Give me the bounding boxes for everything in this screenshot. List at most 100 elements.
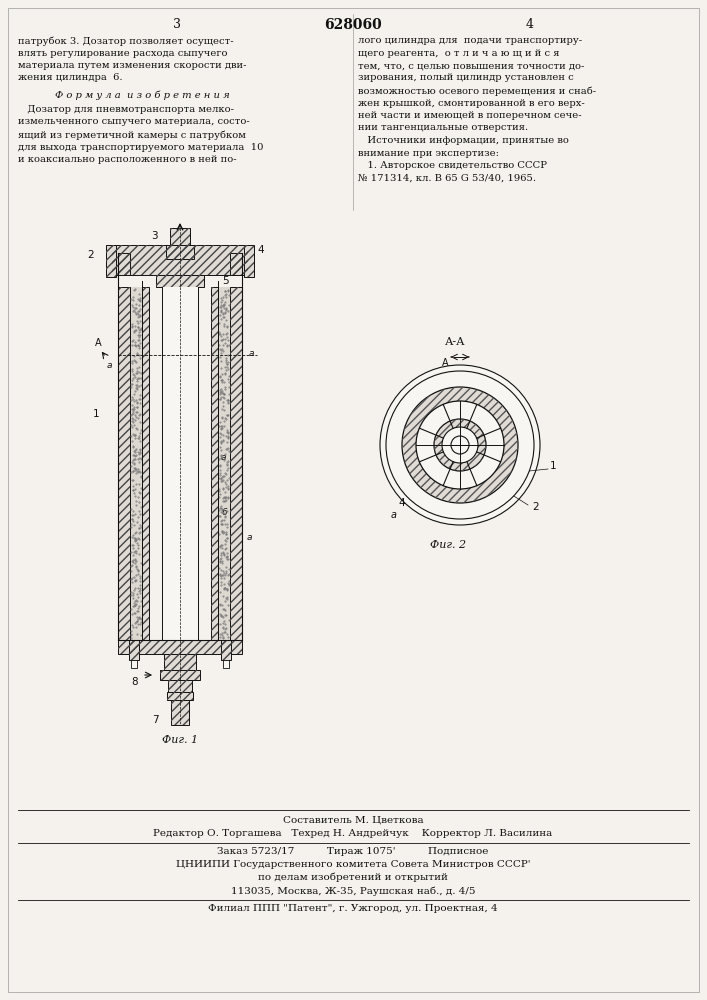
Text: a: a	[247, 533, 252, 542]
Text: 3: 3	[173, 18, 181, 31]
Bar	[218, 287, 230, 640]
Text: по делам изобретений и открытий: по делам изобретений и открытий	[258, 873, 448, 882]
Bar	[156, 275, 204, 287]
Text: измельченного сыпучего материала, состо-: измельченного сыпучего материала, состо-	[18, 117, 250, 126]
Text: Фиг. 1: Фиг. 1	[162, 735, 198, 745]
Text: жения цилиндра  6.: жения цилиндра 6.	[18, 74, 122, 83]
Bar	[168, 680, 192, 692]
Text: 4: 4	[257, 245, 264, 255]
Bar	[230, 253, 242, 275]
Text: 5: 5	[462, 492, 468, 502]
Bar	[129, 640, 139, 660]
Bar	[211, 287, 218, 640]
Text: 2: 2	[88, 250, 94, 260]
Circle shape	[386, 371, 534, 519]
Text: 2: 2	[532, 502, 539, 512]
Bar	[112, 245, 248, 275]
Text: 1: 1	[93, 409, 99, 419]
Text: Фиг. 2: Фиг. 2	[430, 540, 466, 550]
Bar	[130, 287, 142, 640]
Text: патрубок 3. Дозатор позволяет осущест-: патрубок 3. Дозатор позволяет осущест-	[18, 36, 233, 45]
Text: ней части и имеющей в поперечном сече-: ней части и имеющей в поперечном сече-	[358, 111, 582, 120]
Text: Источники информации, принятые во: Источники информации, принятые во	[358, 136, 569, 145]
Bar	[230, 253, 242, 275]
Bar	[221, 640, 231, 660]
Text: a: a	[106, 361, 112, 370]
Bar	[106, 245, 116, 277]
Circle shape	[380, 365, 540, 525]
Text: для выхода транспортируемого материала  10: для выхода транспортируемого материала 1…	[18, 142, 264, 151]
Bar	[129, 640, 139, 660]
Bar	[170, 228, 190, 248]
Text: 113035, Москва, Ж-35, Раушская наб., д. 4/5: 113035, Москва, Ж-35, Раушская наб., д. …	[230, 886, 475, 896]
Bar	[164, 654, 196, 670]
Bar	[244, 245, 254, 277]
Bar	[162, 287, 198, 640]
Text: 5: 5	[222, 276, 228, 286]
Text: А: А	[442, 358, 448, 368]
Bar	[118, 253, 130, 275]
Text: А-А: А-А	[445, 337, 465, 347]
Bar	[106, 245, 116, 277]
Bar	[171, 700, 189, 725]
Text: 1. Авторское свидетельство СССР: 1. Авторское свидетельство СССР	[358, 161, 547, 170]
Text: a: a	[391, 510, 397, 520]
Bar	[170, 228, 190, 248]
Bar	[230, 287, 242, 640]
Bar	[118, 640, 242, 654]
Text: Составитель М. Цветкова: Составитель М. Цветкова	[283, 816, 423, 825]
Bar	[223, 660, 229, 668]
Bar	[131, 660, 137, 668]
Bar	[118, 287, 130, 640]
Text: внимание при экспертизе:: внимание при экспертизе:	[358, 148, 499, 157]
Circle shape	[451, 436, 469, 454]
Text: возможностью осевого перемещения и снаб-: возможностью осевого перемещения и снаб-	[358, 86, 596, 96]
Bar	[167, 692, 193, 700]
Bar	[221, 640, 231, 660]
Bar	[112, 245, 248, 275]
Bar	[118, 287, 130, 640]
Circle shape	[402, 387, 518, 503]
Text: 4: 4	[526, 18, 534, 31]
Text: 628060: 628060	[324, 18, 382, 32]
Text: А: А	[95, 338, 101, 348]
Bar	[118, 640, 242, 654]
Text: тем, что, с целью повышения точности до-: тем, что, с целью повышения точности до-	[358, 61, 585, 70]
Text: ЦНИИПИ Государственного комитета Совета Министров СССР': ЦНИИПИ Государственного комитета Совета …	[176, 860, 530, 869]
Bar	[166, 245, 194, 259]
Bar	[142, 287, 149, 640]
Bar	[230, 287, 242, 640]
Text: a: a	[221, 453, 226, 462]
Text: 6: 6	[221, 508, 227, 517]
Text: материала путем изменения скорости дви-: материала путем изменения скорости дви-	[18, 61, 247, 70]
Text: и коаксиально расположенного в ней по-: и коаксиально расположенного в ней по-	[18, 155, 237, 164]
Text: жен крышкой, смонтированной в его верх-: жен крышкой, смонтированной в его верх-	[358, 99, 585, 107]
Text: Заказ 5723/17          Тираж 1075'          Подписное: Заказ 5723/17 Тираж 1075' Подписное	[217, 847, 489, 856]
Text: 8: 8	[132, 677, 138, 687]
Bar	[167, 692, 193, 700]
Text: a: a	[249, 349, 255, 358]
Bar	[164, 654, 196, 670]
Text: 3: 3	[151, 231, 158, 241]
Circle shape	[442, 427, 478, 463]
Text: щего реагента,  о т л и ч а ю щ и й с я: щего реагента, о т л и ч а ю щ и й с я	[358, 48, 559, 57]
Text: нии тангенциальные отверстия.: нии тангенциальные отверстия.	[358, 123, 528, 132]
Circle shape	[434, 419, 486, 471]
Bar	[160, 670, 200, 680]
Text: 1: 1	[550, 461, 556, 471]
Text: № 171314, кл. В 65 G 53/40, 1965.: № 171314, кл. В 65 G 53/40, 1965.	[358, 174, 536, 182]
Text: ящий из герметичной камеры с патрубком: ящий из герметичной камеры с патрубком	[18, 130, 246, 139]
Bar	[118, 253, 130, 275]
Text: Филиал ППП "Патент", г. Ужгород, ул. Проектная, 4: Филиал ППП "Патент", г. Ужгород, ул. Про…	[208, 904, 498, 913]
Text: зирования, полый цилиндр установлен с: зирования, полый цилиндр установлен с	[358, 74, 574, 83]
Bar	[244, 245, 254, 277]
Bar	[168, 680, 192, 692]
Bar	[160, 670, 200, 680]
Text: влять регулирование расхода сыпучего: влять регулирование расхода сыпучего	[18, 48, 228, 57]
Text: Дозатор для пневмотранспорта мелко-: Дозатор для пневмотранспорта мелко-	[18, 105, 234, 114]
Bar	[211, 287, 218, 640]
Circle shape	[416, 401, 504, 489]
Bar	[171, 700, 189, 725]
Text: 4: 4	[399, 498, 405, 508]
Bar	[142, 287, 149, 640]
